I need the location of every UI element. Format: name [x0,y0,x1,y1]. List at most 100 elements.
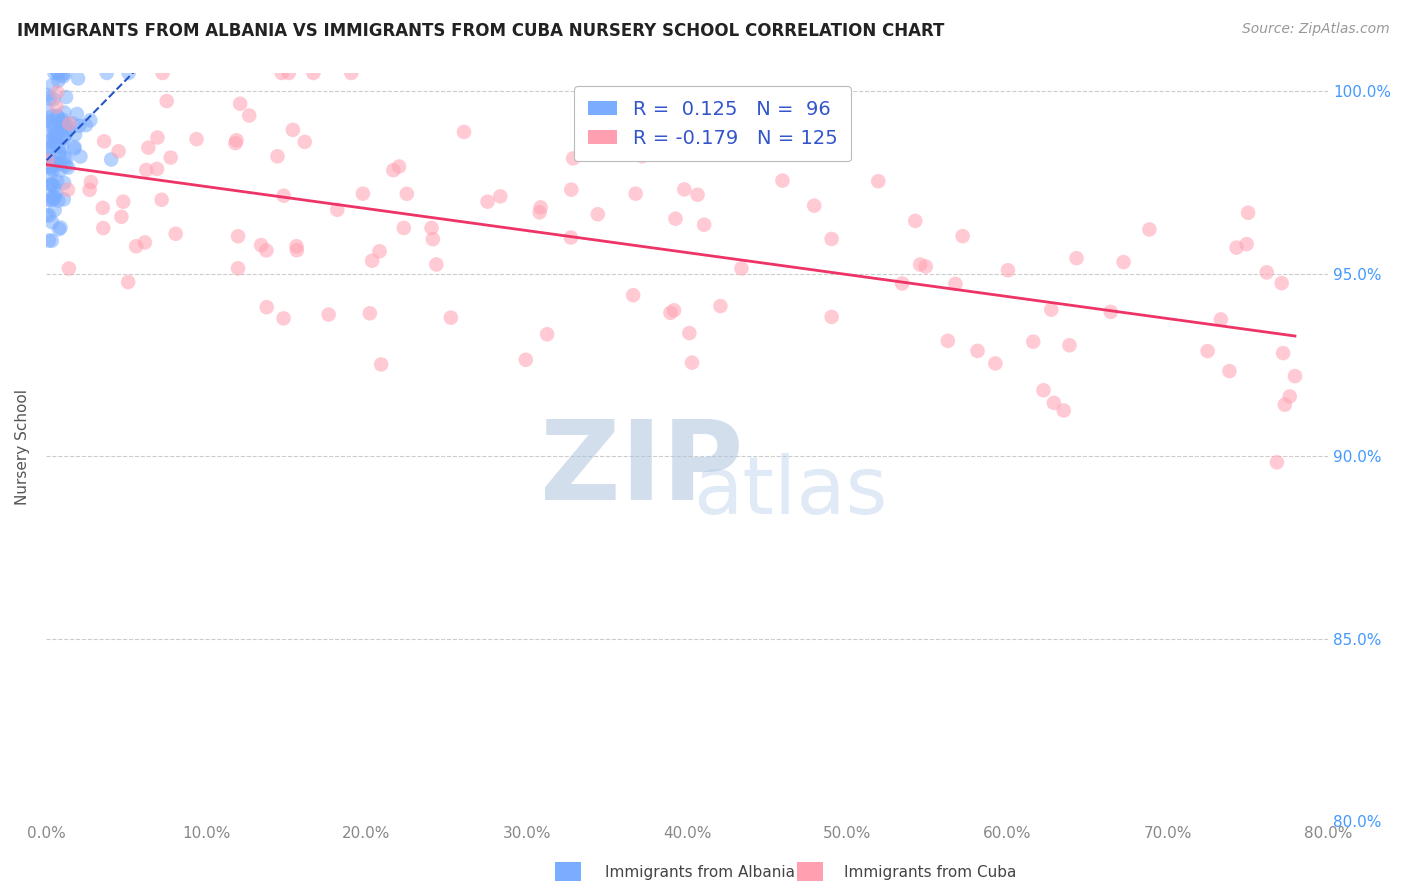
Point [35,208,58,222]
Point [273,311,295,326]
Point [422,232,444,246]
Text: IMMIGRANTS FROM ALBANIA VS IMMIGRANTS FROM CUBA NURSERY SCHOOL CORRELATION CHART: IMMIGRANTS FROM ALBANIA VS IMMIGRANTS FR… [17,22,945,40]
Point [270,66,292,80]
Point [46,174,69,188]
Point [55,117,77,131]
Point [38,234,60,248]
Point [686,187,709,202]
Point [936,334,959,348]
Point [803,199,825,213]
Point [75,118,97,132]
Point [891,277,914,291]
Point [55,90,77,104]
Point [770,173,793,187]
Point [55,66,77,80]
Point [93,134,115,148]
Point [250,238,273,252]
Text: atlas: atlas [693,453,887,531]
Point [395,186,418,201]
Point [138,141,160,155]
Point [55,128,77,142]
Point [48,139,70,153]
Point [41,178,63,192]
Point [41,78,63,92]
Point [1059,338,1081,352]
Point [42,140,65,154]
Point [37,160,59,174]
Point [273,188,295,202]
Point [1022,334,1045,349]
Point [63,128,86,142]
Point [52,70,75,84]
Point [46,127,69,141]
Point [41,159,63,173]
Point [340,66,363,80]
Point [621,288,644,302]
Point [69,150,91,164]
Point [914,260,936,274]
Point [425,257,447,271]
Point [420,221,443,235]
Point [91,221,114,235]
Point [1237,206,1260,220]
Point [39,178,62,193]
Point [560,230,582,244]
Point [1284,369,1306,384]
Point [35,152,58,166]
Point [53,105,76,120]
Point [225,133,247,147]
Point [904,214,927,228]
Point [110,210,132,224]
Point [37,193,59,207]
Point [44,190,66,204]
Point [41,178,63,192]
Point [58,117,80,131]
Point [489,189,512,203]
Point [388,160,411,174]
Point [1197,344,1219,359]
Point [41,234,63,248]
Point [42,131,65,145]
Point [1099,305,1122,319]
Point [55,152,77,166]
Point [38,155,60,169]
Point [125,239,148,253]
Point [673,182,696,196]
Point [318,308,340,322]
Point [56,183,79,197]
Point [440,310,463,325]
Point [49,125,72,139]
Point [146,161,169,176]
Point [46,194,69,208]
Point [49,220,72,235]
Y-axis label: Nursery School: Nursery School [15,389,30,505]
Point [37,142,59,156]
Point [562,152,585,166]
Point [1265,455,1288,469]
Point [529,205,551,219]
Point [945,277,967,291]
Point [277,66,299,80]
Point [281,123,304,137]
Point [44,202,66,217]
Point [44,130,66,145]
Point [453,125,475,139]
Point [55,159,77,173]
Point [100,153,122,167]
Point [51,139,73,153]
Point [631,149,654,163]
Point [868,174,890,188]
Point [42,192,65,206]
Point [41,116,63,130]
Point [624,186,647,201]
Point [693,218,716,232]
Point [285,239,308,253]
Point [1112,255,1135,269]
Point [107,145,129,159]
Point [664,211,686,226]
Point [52,112,75,127]
Point [560,183,582,197]
Point [1137,222,1160,236]
Point [67,119,90,133]
Point [359,306,381,320]
